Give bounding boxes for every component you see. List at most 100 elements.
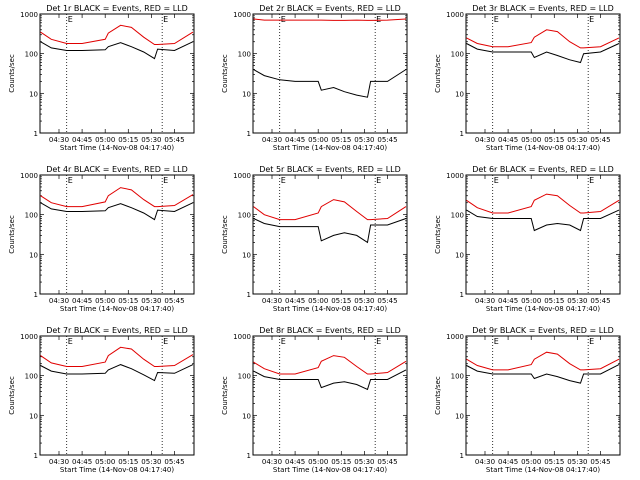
marker-label: E — [281, 176, 286, 185]
series-line-lld — [40, 187, 194, 208]
y-tick-label: 1000 — [446, 11, 464, 19]
plot-frame — [39, 13, 195, 134]
y-axis-label: Counts/sec — [8, 215, 16, 254]
chart-panel-det-2: Det 2r BLACK = Events, RED = LLD E E 1 10 100… — [221, 4, 408, 152]
x-tick-label: 05:15 — [118, 458, 138, 466]
series-line-events — [40, 364, 194, 382]
marker-label: E — [494, 337, 499, 346]
x-tick-label: 05:30 — [141, 297, 161, 305]
y-tick-label: 1 — [34, 291, 38, 299]
chart-title: Det 8r BLACK = Events, RED = LLD — [259, 326, 401, 335]
x-tick-label: 04:30 — [262, 136, 282, 144]
y-tick-label: 100 — [451, 212, 464, 220]
x-axis-label: Start Time (14-Nov-08 04:17:40) — [60, 466, 174, 474]
x-tick-label: 05:00 — [308, 458, 328, 466]
y-tick-label: 1 — [34, 130, 38, 138]
series-line-lld — [253, 355, 407, 375]
x-tick-label: 04:30 — [262, 297, 282, 305]
x-tick-label: 05:45 — [590, 458, 610, 466]
marker-label: E — [589, 176, 594, 185]
y-tick-label: 100 — [25, 51, 38, 59]
x-tick-label: 05:30 — [141, 136, 161, 144]
plot-frame — [465, 335, 621, 456]
series-line-events — [466, 43, 620, 64]
y-tick-label: 1 — [247, 130, 251, 138]
y-tick-label: 1000 — [233, 11, 251, 19]
x-tick-label: 04:30 — [49, 136, 69, 144]
marker-label: E — [163, 176, 168, 185]
x-axis-label: Start Time (14-Nov-08 04:17:40) — [273, 144, 387, 152]
y-axis-label: Counts/sec — [434, 54, 442, 93]
x-tick-label: 05:15 — [118, 297, 138, 305]
x-tick-label: 05:15 — [544, 297, 564, 305]
plot-frame — [252, 174, 408, 295]
chart-title: Det 5r BLACK = Events, RED = LLD — [259, 165, 401, 174]
x-tick-label: 04:30 — [262, 458, 282, 466]
plot-frame — [39, 174, 195, 295]
y-axis-label: Counts/sec — [434, 376, 442, 415]
x-tick-label: 05:00 — [521, 136, 541, 144]
marker-label: E — [163, 337, 168, 346]
series-line-lld — [253, 199, 407, 221]
x-tick-label: 05:30 — [354, 458, 374, 466]
marker-label: E — [68, 337, 73, 346]
y-tick-label: 100 — [238, 212, 251, 220]
series-line-events — [40, 202, 194, 221]
plot-frame — [252, 13, 408, 134]
series-line-lld — [466, 351, 620, 371]
chart-panel-det-3: Det 3r BLACK = Events, RED = LLD E E 1 10 100… — [434, 4, 621, 152]
marker-label: E — [589, 15, 594, 24]
y-tick-label: 10 — [242, 90, 251, 98]
y-tick-label: 100 — [238, 51, 251, 59]
x-tick-label: 04:45 — [72, 297, 92, 305]
y-tick-label: 1 — [460, 291, 464, 299]
series-line-events — [466, 209, 620, 232]
x-tick-label: 05:45 — [590, 297, 610, 305]
series-line-lld — [40, 346, 194, 367]
x-tick-label: 04:45 — [72, 136, 92, 144]
series-line-events — [466, 364, 620, 384]
chart-panel-det-4: Det 4r BLACK = Events, RED = LLD E E 1 10 100… — [8, 165, 195, 313]
x-tick-label: 04:30 — [475, 136, 495, 144]
x-tick-label: 04:45 — [285, 458, 305, 466]
x-tick-label: 05:30 — [354, 297, 374, 305]
x-tick-label: 05:15 — [331, 297, 351, 305]
y-tick-label: 100 — [451, 51, 464, 59]
x-tick-label: 04:30 — [475, 458, 495, 466]
x-tick-label: 04:30 — [49, 458, 69, 466]
x-tick-label: 04:30 — [475, 297, 495, 305]
marker-label: E — [589, 337, 594, 346]
y-tick-label: 10 — [242, 251, 251, 259]
x-tick-label: 05:15 — [331, 458, 351, 466]
y-tick-label: 10 — [455, 412, 464, 420]
x-tick-label: 05:30 — [567, 136, 587, 144]
marker-label: E — [376, 176, 381, 185]
y-tick-label: 1000 — [20, 172, 38, 180]
series-line-events — [40, 41, 194, 60]
marker-label: E — [376, 15, 381, 24]
y-tick-label: 1000 — [20, 333, 38, 341]
x-tick-label: 05:00 — [95, 297, 115, 305]
y-tick-label: 1 — [460, 130, 464, 138]
x-tick-label: 05:00 — [308, 297, 328, 305]
series-line-lld — [466, 193, 620, 214]
y-tick-label: 1000 — [233, 172, 251, 180]
x-axis-label: Start Time (14-Nov-08 04:17:40) — [486, 305, 600, 313]
chart-title: Det 7r BLACK = Events, RED = LLD — [46, 326, 188, 335]
x-tick-label: 05:30 — [141, 458, 161, 466]
plot-frame — [465, 174, 621, 295]
marker-label: E — [163, 15, 168, 24]
x-tick-label: 05:00 — [521, 297, 541, 305]
marker-label: E — [281, 337, 286, 346]
marker-label: E — [68, 176, 73, 185]
chart-panel-det-7: Det 7r BLACK = Events, RED = LLD E E 1 10 100… — [8, 326, 195, 474]
x-tick-label: 05:15 — [331, 136, 351, 144]
y-tick-label: 10 — [455, 90, 464, 98]
y-tick-label: 10 — [29, 251, 38, 259]
y-axis-label: Counts/sec — [221, 215, 229, 254]
x-axis-label: Start Time (14-Nov-08 04:17:40) — [60, 144, 174, 152]
series-line-events — [253, 369, 407, 391]
chart-title: Det 1r BLACK = Events, RED = LLD — [46, 4, 188, 13]
y-tick-label: 100 — [25, 373, 38, 381]
